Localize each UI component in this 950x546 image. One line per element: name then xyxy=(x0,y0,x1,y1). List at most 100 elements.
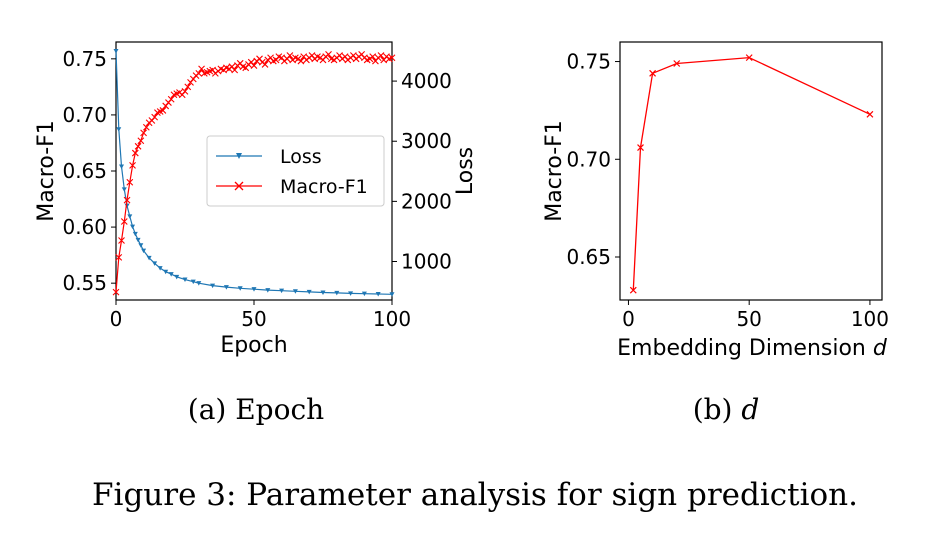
loss-point xyxy=(174,274,180,280)
loss-point xyxy=(138,243,144,248)
macro-f1-point xyxy=(297,57,305,65)
macro-f1-point xyxy=(198,65,205,73)
chart-b: 0 50 100 0.65 0.70 0.75 Embedding Dimension … xyxy=(542,41,889,426)
chart-a: 0 50 100 0.55 0.60 0.65 0.70 0.75 1000 2000 3000… xyxy=(34,41,478,426)
loss-point xyxy=(210,283,216,289)
chart-a-x-ticks: 0 50 100 xyxy=(110,300,411,331)
loss-point xyxy=(375,291,381,297)
macro-f1-point xyxy=(159,107,167,114)
macro-f1-point xyxy=(231,66,239,74)
y-tick-label: 0.75 xyxy=(566,50,611,74)
y-tick-label: 0.55 xyxy=(62,271,107,295)
y2-tick-label: 4000 xyxy=(401,69,452,93)
macro-f1-point xyxy=(369,53,377,60)
macro-f1-point xyxy=(181,87,189,95)
loss-point xyxy=(265,288,271,293)
loss-point xyxy=(113,49,119,54)
chart-b-y-ticks: 0.65 0.70 0.75 xyxy=(566,50,620,269)
loss-point xyxy=(119,164,125,169)
loss-point xyxy=(223,285,229,290)
x-tick-label: 50 xyxy=(241,307,266,331)
embedding-dimension-series xyxy=(629,54,874,294)
macro-f1-point xyxy=(120,218,128,225)
figure-caption: Figure 3: Parameter analysis for sign pr… xyxy=(92,477,858,513)
chart-a-legend: Loss Macro-F1 xyxy=(206,135,385,207)
macro-f1-point xyxy=(115,253,123,261)
macro-f1-point xyxy=(142,123,150,131)
loss-point xyxy=(163,269,169,275)
loss-point xyxy=(196,281,202,286)
y-tick-label: 0.75 xyxy=(62,47,107,71)
y2-tick-label: 1000 xyxy=(401,250,452,274)
subcaption-a: (a) Epoch xyxy=(188,393,324,426)
loss-point xyxy=(146,255,152,261)
loss-point xyxy=(389,292,395,297)
x-tick-label: 50 xyxy=(736,307,761,331)
macro-f1-point xyxy=(126,178,134,186)
loss-point xyxy=(152,261,158,266)
macro-f1-point xyxy=(118,237,125,244)
loss-point xyxy=(157,266,163,271)
macro-f1-point xyxy=(388,54,396,62)
loss-point xyxy=(132,231,138,237)
chart-a-y-ticks: 0.55 0.60 0.65 0.70 0.75 xyxy=(62,47,116,295)
loss-point xyxy=(279,288,285,294)
chart-b-xlabel: Embedding Dimension d xyxy=(617,336,888,361)
x-tick-label: 0 xyxy=(622,307,635,331)
macro-f1-point xyxy=(123,196,131,204)
chart-b-x-ticks: 0 50 100 xyxy=(622,300,889,331)
loss-point xyxy=(190,279,196,285)
embedding-point xyxy=(866,110,874,118)
loss-point xyxy=(306,289,312,295)
macro-f1-point xyxy=(167,95,175,103)
macro-f1-point xyxy=(195,70,203,77)
chart-b-ylabel: Macro-F1 xyxy=(542,120,567,222)
legend-loss-marker xyxy=(236,153,242,159)
y-tick-label: 0.65 xyxy=(566,245,611,269)
chart-b-frame xyxy=(619,41,883,301)
loss-point xyxy=(168,272,174,277)
embedding-point xyxy=(649,69,657,77)
loss-point xyxy=(141,248,147,254)
loss-point xyxy=(292,289,298,294)
x-tick-label: 100 xyxy=(851,307,889,331)
macro-f1-point xyxy=(286,52,294,59)
loss-point xyxy=(135,237,141,243)
macro-f1-point xyxy=(131,149,139,157)
loss-point xyxy=(182,277,188,283)
loss-point xyxy=(348,291,354,296)
embedding-point xyxy=(745,54,753,62)
macro-f1-series xyxy=(112,50,396,296)
macro-f1-point xyxy=(250,62,258,69)
loss-point xyxy=(124,203,130,209)
macro-f1-point xyxy=(134,142,142,150)
loss-point xyxy=(116,127,122,132)
loss-point xyxy=(237,286,243,291)
legend-f1-marker xyxy=(234,181,244,191)
chart-a-xlabel: Epoch xyxy=(220,333,287,358)
legend-loss-label: Loss xyxy=(280,146,322,168)
y2-tick-label: 2000 xyxy=(401,189,452,213)
loss-point xyxy=(130,224,136,230)
chart-a-ylabel: Macro-F1 xyxy=(34,120,59,222)
loss-point xyxy=(251,287,257,292)
macro-f1-point xyxy=(112,288,120,296)
embedding-point xyxy=(637,144,644,151)
macro-f1-point xyxy=(377,52,385,59)
loss-point xyxy=(121,187,127,192)
x-tick-label: 0 xyxy=(110,307,123,331)
y2-tick-label: 3000 xyxy=(401,129,452,153)
x-tick-label: 100 xyxy=(373,307,411,331)
embedding-point xyxy=(629,286,637,294)
y-tick-label: 0.60 xyxy=(62,215,107,239)
macro-f1-point xyxy=(151,113,159,121)
macro-f1-point xyxy=(140,129,147,137)
chart-a-y2label: Loss xyxy=(453,147,478,195)
loss-point xyxy=(361,291,367,297)
macro-f1-point xyxy=(261,61,269,68)
loss-point xyxy=(320,290,326,295)
loss-point xyxy=(127,214,133,219)
macro-f1-point xyxy=(129,162,136,169)
y-tick-label: 0.65 xyxy=(62,159,107,183)
